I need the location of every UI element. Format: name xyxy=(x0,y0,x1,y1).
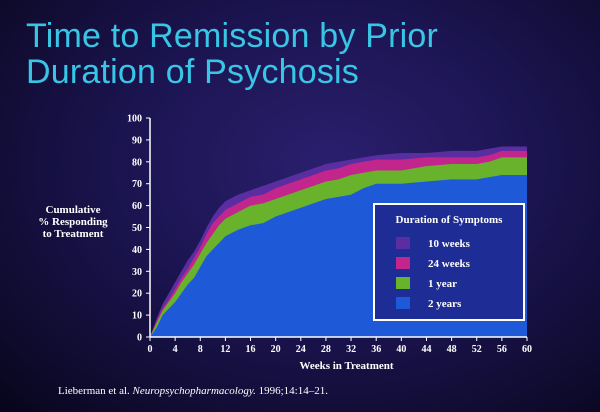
x-tick-label: 48 xyxy=(447,344,457,355)
y-axis-label-line-2: % Responding xyxy=(38,216,108,228)
y-tick-label: 0 xyxy=(137,333,142,344)
y-tick-label: 50 xyxy=(132,223,142,234)
y-tick-label: 40 xyxy=(132,245,142,256)
legend-swatch xyxy=(396,297,410,309)
title-line-2: Duration of Psychosis xyxy=(26,53,360,91)
title-line-1: Time to Remission by Prior xyxy=(26,17,439,55)
citation-rest: 1996;14:14–21. xyxy=(258,385,328,397)
y-tick-label: 70 xyxy=(132,179,142,190)
legend-swatch xyxy=(396,257,410,269)
legend-label: 1 year xyxy=(428,278,457,290)
y-tick-label: 10 xyxy=(132,311,142,322)
legend-label: 2 years xyxy=(428,298,462,310)
x-tick-label: 32 xyxy=(346,344,356,355)
x-axis-title: Weeks in Treatment xyxy=(299,360,393,372)
legend-swatch xyxy=(396,277,410,289)
y-tick-label: 60 xyxy=(132,201,142,212)
legend-title: Duration of Symptoms xyxy=(396,214,504,226)
x-tick-label: 0 xyxy=(148,344,153,355)
legend-label: 24 weeks xyxy=(428,258,471,270)
x-tick-label: 28 xyxy=(321,344,331,355)
chart-title: Time to Remission by Prior Duration of P… xyxy=(26,18,466,90)
y-tick-label: 20 xyxy=(132,289,142,300)
citation-authors: Lieberman et al. xyxy=(58,385,130,397)
citation-journal: Neuropsychopharmacology. xyxy=(132,385,256,397)
legend-swatch xyxy=(396,237,410,249)
x-tick-label: 56 xyxy=(497,344,507,355)
x-tick-label: 52 xyxy=(472,344,482,355)
y-tick-label: 100 xyxy=(127,114,142,125)
y-tick-label: 90 xyxy=(132,135,142,146)
citation: Lieberman et al. Neuropsychopharmacology… xyxy=(58,385,328,397)
x-tick-label: 60 xyxy=(522,344,532,355)
y-tick-label: 30 xyxy=(132,267,142,278)
y-axis-label-line-3: to Treatment xyxy=(42,228,104,240)
x-tick-label: 36 xyxy=(371,344,381,355)
y-tick-label: 80 xyxy=(132,157,142,168)
legend-label: 10 weeks xyxy=(428,238,471,250)
x-tick-label: 44 xyxy=(421,344,431,355)
x-tick-label: 8 xyxy=(198,344,203,355)
y-axis-label: Cumulative % Responding to Treatment xyxy=(30,204,116,240)
x-tick-label: 20 xyxy=(271,344,281,355)
y-axis-label-line-1: Cumulative xyxy=(45,204,101,216)
x-tick-label: 4 xyxy=(173,344,178,355)
x-tick-label: 16 xyxy=(246,344,256,355)
x-tick-label: 24 xyxy=(296,344,306,355)
x-tick-label: 40 xyxy=(396,344,406,355)
x-tick-label: 12 xyxy=(220,344,230,355)
